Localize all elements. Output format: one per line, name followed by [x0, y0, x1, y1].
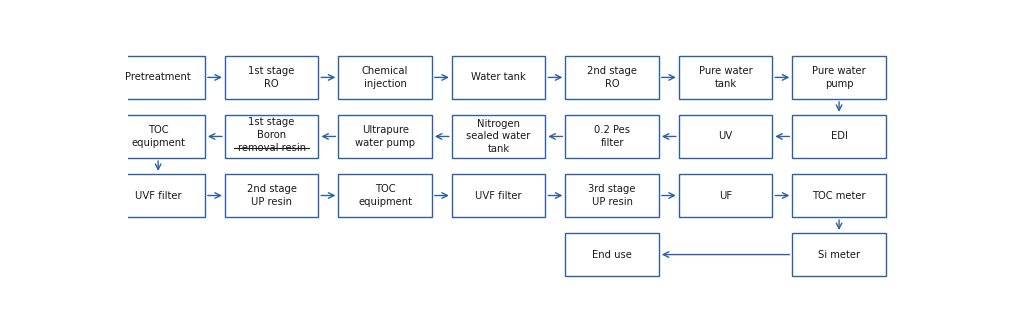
Bar — [679, 174, 772, 217]
Text: UF: UF — [719, 191, 732, 201]
Text: Pure water
tank: Pure water tank — [698, 66, 753, 89]
Text: TOC meter: TOC meter — [812, 191, 866, 201]
Bar — [225, 115, 318, 158]
Bar — [793, 233, 886, 276]
Bar — [112, 174, 205, 217]
Text: Nitrogen
sealed water
tank: Nitrogen sealed water tank — [466, 119, 530, 154]
Bar — [793, 56, 886, 99]
Bar — [679, 115, 772, 158]
Text: End use: End use — [592, 249, 632, 260]
Bar — [338, 115, 432, 158]
Text: UVF filter: UVF filter — [135, 191, 181, 201]
Bar — [565, 56, 658, 99]
Bar — [225, 174, 318, 217]
Bar — [679, 56, 772, 99]
Text: 1st stage
Boron
removal resin: 1st stage Boron removal resin — [238, 117, 306, 152]
Text: UVF filter: UVF filter — [475, 191, 522, 201]
Bar — [452, 174, 546, 217]
Text: Si meter: Si meter — [818, 249, 860, 260]
Bar — [565, 174, 658, 217]
Text: TOC
equipment: TOC equipment — [358, 184, 412, 207]
Text: UV: UV — [719, 132, 733, 141]
Text: Water tank: Water tank — [471, 72, 526, 82]
Bar — [338, 56, 432, 99]
Bar — [112, 115, 205, 158]
Text: EDI: EDI — [830, 132, 848, 141]
Bar — [565, 115, 658, 158]
Text: 3rd stage
UP resin: 3rd stage UP resin — [589, 184, 636, 207]
Text: 2nd stage
UP resin: 2nd stage UP resin — [247, 184, 297, 207]
Bar — [793, 115, 886, 158]
Bar — [452, 56, 546, 99]
Text: 2nd stage
RO: 2nd stage RO — [587, 66, 637, 89]
Text: 1st stage
RO: 1st stage RO — [249, 66, 295, 89]
Text: Pure water
pump: Pure water pump — [812, 66, 866, 89]
Text: TOC
equipment: TOC equipment — [131, 125, 185, 148]
Text: Pretreatment: Pretreatment — [125, 72, 191, 82]
Bar — [565, 233, 658, 276]
Bar — [793, 174, 886, 217]
Text: 0.2 Pes
filter: 0.2 Pes filter — [594, 125, 630, 148]
Text: Ultrapure
water pump: Ultrapure water pump — [355, 125, 415, 148]
Bar — [452, 115, 546, 158]
Bar — [338, 174, 432, 217]
Text: Chemical
injection: Chemical injection — [361, 66, 409, 89]
Bar — [112, 56, 205, 99]
Bar — [225, 56, 318, 99]
